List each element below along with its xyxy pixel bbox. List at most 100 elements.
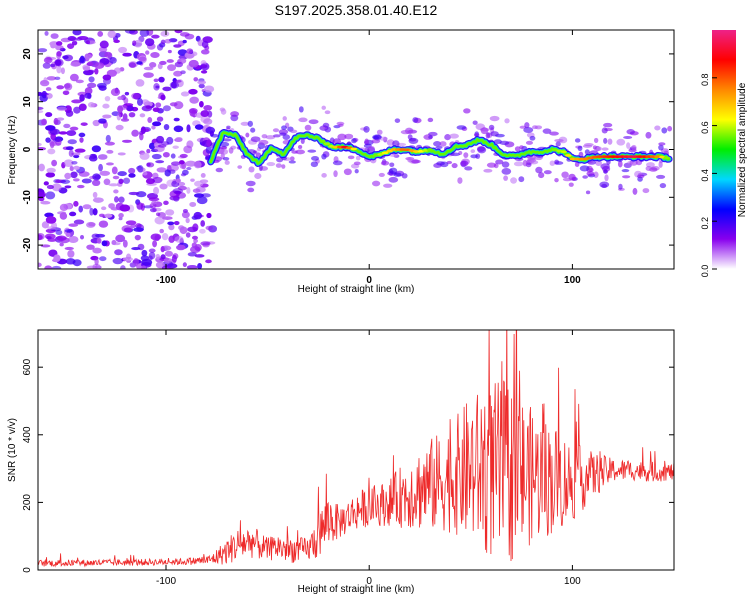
ridge-halo xyxy=(661,127,668,134)
noise-blob xyxy=(87,102,95,108)
noise-blob xyxy=(92,208,98,216)
noise-blob xyxy=(169,102,178,107)
noise-blob xyxy=(121,139,133,143)
noise-blob xyxy=(50,33,59,39)
noise-blob xyxy=(185,160,197,167)
ridge-peak xyxy=(663,156,670,160)
colorbar-tick-label: 0.0 xyxy=(700,265,710,278)
noise-blob xyxy=(99,170,111,176)
ridge-peak xyxy=(386,149,393,153)
noise-blob xyxy=(203,105,213,111)
noise-blob xyxy=(156,116,164,122)
noise-blob xyxy=(62,55,69,60)
ridge-halo xyxy=(289,156,295,161)
ridge-halo xyxy=(473,133,480,137)
noise-blob xyxy=(78,132,86,138)
noise-blob xyxy=(92,197,104,203)
noise-blob xyxy=(38,163,45,172)
noise-blob xyxy=(115,124,124,131)
ridge-halo xyxy=(470,149,476,153)
noise-blob xyxy=(162,151,170,158)
noise-blob xyxy=(78,205,84,213)
noise-blob xyxy=(113,189,119,194)
noise-blob xyxy=(119,204,131,212)
ridge-halo xyxy=(534,125,543,130)
noise-blob xyxy=(189,96,199,104)
noise-blob xyxy=(186,140,194,149)
noise-blob xyxy=(43,57,53,64)
noise-blob xyxy=(126,253,132,260)
noise-blob xyxy=(200,173,206,178)
noise-blob xyxy=(117,96,123,101)
noise-blob xyxy=(164,250,173,257)
noise-blob xyxy=(162,105,171,112)
ridge-halo xyxy=(300,138,305,145)
ridge-halo xyxy=(367,146,375,151)
noise-blob xyxy=(133,227,144,232)
noise-blob xyxy=(68,236,79,244)
noise-blob xyxy=(44,265,53,269)
noise-blob xyxy=(94,174,101,180)
noise-blob xyxy=(168,235,175,243)
ridge-halo xyxy=(295,149,306,155)
ridge-halo xyxy=(584,149,590,155)
noise-blob xyxy=(74,148,86,153)
noise-blob xyxy=(73,165,80,170)
ridge-halo xyxy=(463,152,469,159)
ridge-halo xyxy=(617,160,623,168)
ridge-halo xyxy=(363,125,370,133)
spectrogram-ytick-label: 10 xyxy=(22,96,33,108)
ridge-halo xyxy=(592,145,597,150)
noise-blob xyxy=(190,112,196,117)
ridge-halo xyxy=(513,161,524,167)
ridge-halo xyxy=(529,135,536,141)
ridge-halo xyxy=(542,128,552,134)
ridge-halo xyxy=(549,131,559,136)
ridge-halo xyxy=(394,118,401,123)
noise-blob xyxy=(159,228,164,234)
ridge-halo xyxy=(485,132,491,139)
noise-blob xyxy=(73,200,79,207)
noise-blob xyxy=(172,145,179,149)
noise-blob xyxy=(119,104,128,110)
ridge-halo xyxy=(240,121,250,126)
noise-blob xyxy=(46,76,57,81)
noise-blob xyxy=(82,66,91,71)
noise-blob xyxy=(193,77,199,82)
snr-series-line xyxy=(38,330,674,568)
noise-blob xyxy=(39,94,48,102)
noise-blob xyxy=(86,265,98,269)
ridge-halo xyxy=(289,129,298,134)
ridge-halo xyxy=(524,122,530,129)
noise-blob xyxy=(85,53,93,59)
noise-blob xyxy=(173,221,180,226)
noise-blob xyxy=(67,250,75,258)
noise-blob xyxy=(201,40,209,49)
ridge-halo xyxy=(595,159,602,166)
ridge-halo xyxy=(489,115,500,122)
noise-blob xyxy=(70,61,81,67)
noise-blob xyxy=(101,240,108,247)
noise-blob xyxy=(124,30,136,34)
noise-blob xyxy=(197,262,203,269)
noise-blob xyxy=(108,183,119,187)
noise-blob xyxy=(178,160,185,165)
noise-blob xyxy=(45,216,57,224)
noise-blob xyxy=(46,236,52,240)
noise-blob xyxy=(173,44,182,48)
ridge-halo xyxy=(456,125,467,130)
noise-blob xyxy=(155,135,165,144)
noise-blob xyxy=(86,244,95,250)
snr-ytick-label: 0 xyxy=(22,567,33,573)
snr-ytick-label: 600 xyxy=(22,358,33,375)
ridge-halo xyxy=(525,140,533,145)
noise-blob xyxy=(152,107,160,113)
ridge-halo xyxy=(571,176,577,181)
ridge-halo xyxy=(582,175,589,179)
ridge-halo xyxy=(561,171,569,179)
ridge-halo xyxy=(255,152,261,158)
noise-blob xyxy=(63,123,71,129)
noise-blob xyxy=(150,233,162,241)
ridge-halo xyxy=(488,124,495,131)
